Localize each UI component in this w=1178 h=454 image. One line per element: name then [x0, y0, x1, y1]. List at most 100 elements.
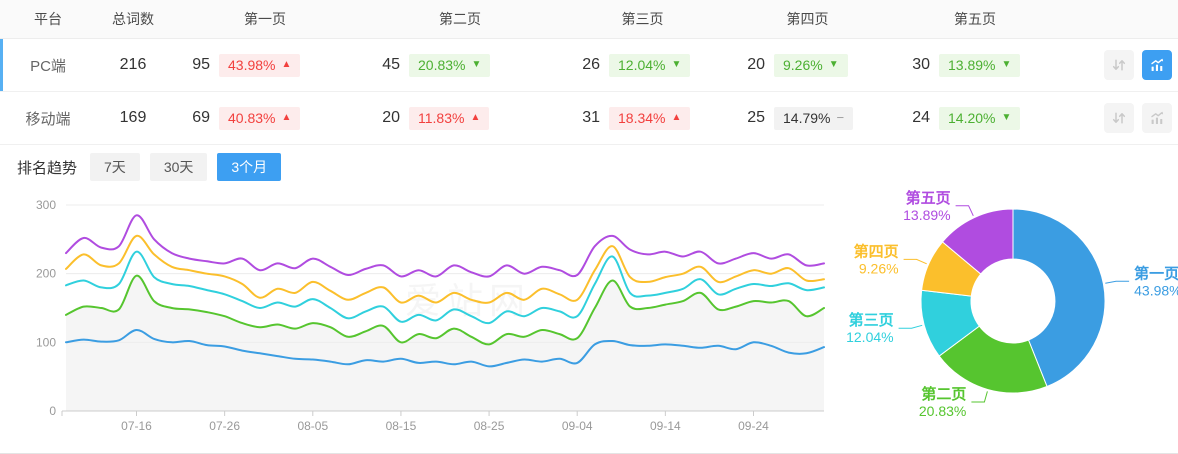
change-badge: 13.89% ▼: [939, 53, 1021, 77]
trend-line-page-4: [65, 234, 825, 304]
page-3-cell: 31 18.34% ▲: [560, 106, 725, 130]
x-axis-label: 08-15: [386, 419, 417, 433]
donut-label-name: 第二页: [921, 385, 966, 403]
x-axis-label: 09-04: [562, 419, 593, 433]
change-badge: 12.04% ▼: [609, 53, 691, 77]
donut-label-name: 第四页: [854, 242, 899, 260]
donut-slice-page-1[interactable]: [1012, 208, 1106, 388]
x-axis-label: 09-24: [738, 419, 769, 433]
page-1-cell: 95 43.98% ▲: [170, 53, 360, 77]
tab-30-days[interactable]: 30天: [149, 153, 208, 181]
table-header: 平台 总词数 第一页 第二页 第三页 第四页 第五页: [0, 0, 1178, 39]
change-percent: 20.83%: [418, 56, 466, 73]
x-axis-label: 09-14: [650, 419, 681, 433]
donut-label-percent: 20.83%: [919, 403, 966, 419]
x-axis-label: 08-05: [297, 419, 328, 433]
donut-label-name: 第一页: [1134, 264, 1178, 282]
trend-down-icon: ▼: [471, 59, 482, 70]
donut-label-percent: 43.98%: [1134, 282, 1178, 298]
tab-7-days[interactable]: 7天: [90, 153, 140, 181]
sort-button[interactable]: [1104, 103, 1134, 133]
trend-line-chart-svg: 0 100 200 300 爱站网 07-16 07-26 08-05 08-15 08-25 09…: [36, 198, 825, 433]
change-percent: 13.89%: [948, 56, 996, 73]
table-body: PC端 216 95 43.98% ▲ 45 20.83% ▼ 26 12.04% ▼ 20 9.26%…: [0, 39, 1178, 145]
page-count: 20: [747, 56, 765, 73]
trend-chart-icon: [1151, 111, 1164, 124]
trend-line-page-2: [65, 274, 825, 346]
sort-button[interactable]: [1104, 50, 1134, 80]
donut-slice-page-2[interactable]: [938, 325, 1048, 394]
page-2-cell: 45 20.83% ▼: [360, 53, 560, 77]
donut-label-percent: 12.04%: [846, 329, 893, 345]
y-axis-label: 200: [36, 267, 56, 281]
trend-up-icon: ▲: [281, 59, 292, 70]
column-header-2: 第一页: [244, 11, 286, 27]
trend-down-icon: ▼: [1001, 112, 1012, 123]
trend-chart-icon: [1151, 58, 1164, 71]
page-count: 69: [192, 109, 210, 126]
charts-area: 0 100 200 300 爱站网 07-16 07-26 08-05 08-15 08-25 09…: [0, 189, 1178, 452]
donut-label-percent: 9.26%: [859, 260, 899, 276]
tab-3-months[interactable]: 3个月: [217, 153, 282, 181]
y-axis-label: 100: [36, 335, 56, 349]
page-count: 95: [192, 56, 210, 73]
page-4-cell: 25 14.79% −: [725, 106, 890, 130]
x-axis-label: 08-25: [474, 419, 505, 433]
trend-title: 排名趋势: [17, 159, 78, 177]
row-actions: [1060, 50, 1178, 80]
trend-line-chart: 0 100 200 300 爱站网 07-16 07-26 08-05 08-15 08-25 09…: [0, 189, 848, 452]
table-row[interactable]: PC端 216 95 43.98% ▲ 45 20.83% ▼ 26 12.04% ▼ 20 9.26%…: [0, 39, 1178, 92]
column-header-6: 第五页: [954, 11, 996, 27]
donut-label-line: [955, 205, 974, 217]
change-badge: 40.83% ▲: [219, 106, 301, 130]
y-axis-label: 300: [36, 198, 56, 212]
total-words: 216: [119, 56, 147, 73]
change-percent: 14.79%: [783, 109, 831, 126]
donut-label-line: [1105, 280, 1130, 284]
column-header-5: 第四页: [786, 11, 829, 27]
table-row[interactable]: 移动端 169 69 40.83% ▲ 20 11.83% ▲ 31 18.34% ▲ 25 14.79…: [0, 92, 1178, 145]
trend-chart-button[interactable]: [1142, 50, 1172, 80]
page-3-cell: 26 12.04% ▼: [560, 53, 725, 77]
page-count: 45: [382, 56, 400, 73]
page-count: 25: [747, 109, 765, 126]
trend-up-icon: ▲: [470, 112, 481, 123]
trend-down-icon: ▼: [1001, 59, 1012, 70]
change-badge: 14.79% −: [774, 106, 854, 130]
donut-label-percent: 13.89%: [903, 207, 950, 223]
x-axis-label: 07-16: [121, 419, 152, 433]
change-percent: 18.34%: [618, 109, 666, 126]
y-axis-label: 0: [49, 404, 56, 418]
donut-label-line: [898, 324, 923, 329]
trend-line-page-5: [65, 214, 825, 278]
page-2-cell: 20 11.83% ▲: [360, 106, 560, 130]
column-header-4: 第三页: [621, 11, 664, 27]
page-count: 20: [382, 109, 400, 126]
platform-name: PC端: [30, 57, 66, 75]
change-percent: 12.04%: [618, 56, 666, 73]
change-badge: 14.20% ▼: [939, 106, 1021, 130]
sort-arrows-icon: [1112, 112, 1126, 124]
trend-line-page-1: [65, 329, 825, 368]
change-badge: 11.83% ▲: [409, 106, 490, 130]
column-header-3: 第二页: [439, 11, 481, 27]
trend-chart-button[interactable]: [1142, 103, 1172, 133]
trend-flat-icon: −: [836, 110, 845, 125]
page-count: 30: [912, 56, 930, 73]
trend-down-icon: ▼: [828, 59, 839, 70]
rank-table: 平台 总词数 第一页 第二页 第三页 第四页 第五页 PC端 216 95 43.98% ▲ 45 20…: [0, 0, 1178, 145]
change-percent: 11.83%: [418, 109, 465, 126]
trend-down-icon: ▼: [671, 59, 682, 70]
trend-up-icon: ▲: [281, 112, 292, 123]
page-5-cell: 24 14.20% ▼: [890, 106, 1060, 130]
donut-slice-page-5[interactable]: [941, 208, 1014, 275]
donut-label-line: [903, 258, 927, 265]
change-percent: 9.26%: [783, 56, 823, 73]
change-badge: 43.98% ▲: [219, 53, 301, 77]
change-badge: 20.83% ▼: [409, 53, 491, 77]
watermark: 爱站网: [405, 280, 531, 321]
page-share-donut-chart: 第一页 43.98% 第二页 20.83% 第三页 12.04% 第四页 9.26% 第五页 13…: [846, 189, 1178, 452]
trend-toolbar: 排名趋势 7天 30天 3个月: [0, 145, 1178, 189]
